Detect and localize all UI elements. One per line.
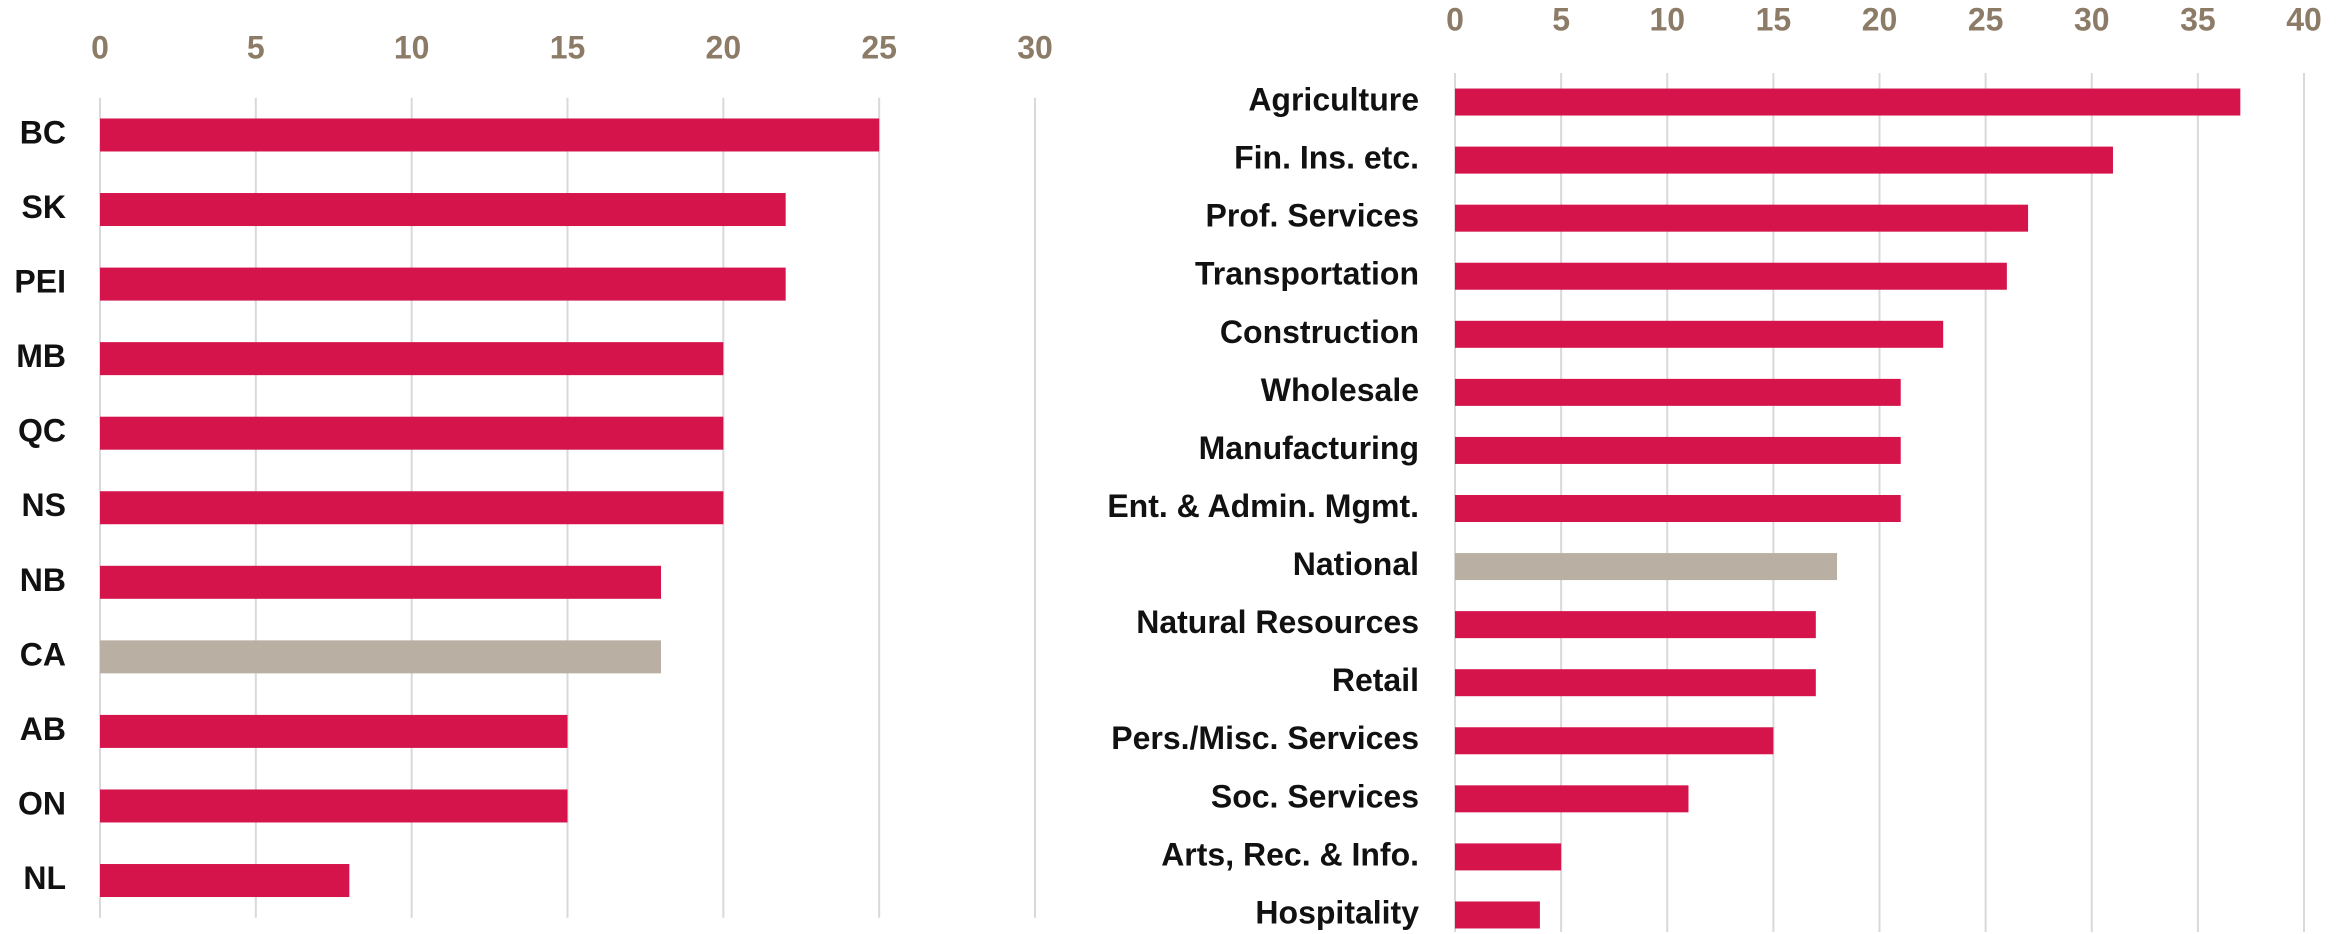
x-tick-label: 35	[2180, 1, 2216, 37]
category-label: Natural Resources	[1136, 604, 1419, 640]
category-label: Ent. & Admin. Mgmt.	[1107, 488, 1419, 524]
bar	[1455, 901, 1540, 929]
category-label: NL	[23, 860, 66, 896]
category-label: Construction	[1220, 314, 1419, 350]
x-tick-label: 10	[394, 29, 430, 65]
bar	[1455, 553, 1838, 581]
bar	[1455, 146, 2113, 174]
x-tick-label: 0	[1446, 1, 1464, 37]
category-label: National	[1293, 546, 1419, 582]
x-tick-label: 5	[247, 29, 265, 65]
bar	[1455, 669, 1816, 697]
bar	[1455, 320, 1944, 348]
category-label: QC	[18, 413, 66, 449]
category-label: MB	[16, 338, 66, 374]
bar	[1455, 727, 1774, 755]
category-label: PEI	[14, 264, 66, 300]
category-label: Prof. Services	[1206, 198, 1419, 234]
bar	[100, 864, 350, 898]
bar	[100, 491, 724, 525]
bar	[1455, 262, 2007, 290]
category-label: Fin. Ins. etc.	[1234, 140, 1419, 176]
bar	[1455, 611, 1816, 639]
x-tick-label: 25	[861, 29, 897, 65]
x-tick-label: 5	[1552, 1, 1570, 37]
x-tick-label: 20	[1862, 1, 1898, 37]
bar	[100, 118, 880, 152]
x-tick-label: 20	[706, 29, 742, 65]
category-label: NS	[22, 487, 66, 523]
bar	[1455, 495, 1901, 522]
category-label: AB	[20, 711, 66, 747]
x-tick-label: 10	[1649, 1, 1685, 37]
x-tick-label: 40	[2286, 1, 2322, 37]
bar	[1455, 88, 2241, 116]
bar	[1455, 204, 2029, 232]
x-tick-label: 25	[1968, 1, 2004, 37]
x-tick-label: 0	[91, 29, 109, 65]
category-label: Soc. Services	[1211, 778, 1419, 814]
bar	[1455, 843, 1562, 871]
bar	[100, 714, 568, 748]
bar	[1455, 785, 1689, 813]
bar	[100, 267, 786, 301]
category-label: Hospitality	[1255, 894, 1419, 930]
category-label: Wholesale	[1261, 372, 1419, 408]
bar	[100, 416, 724, 450]
x-tick-label: 15	[1756, 1, 1792, 37]
category-label: Transportation	[1195, 256, 1419, 292]
x-tick-label: 30	[2074, 1, 2110, 37]
category-label: NB	[20, 562, 66, 598]
bar	[1455, 378, 1901, 406]
category-label: Manufacturing	[1199, 430, 1419, 466]
bar	[100, 640, 661, 674]
category-label: Arts, Rec. & Info.	[1161, 836, 1419, 872]
category-label: SK	[22, 189, 66, 225]
x-tick-label: 15	[550, 29, 586, 65]
category-label: CA	[20, 636, 66, 672]
category-label: Pers./Misc. Services	[1111, 720, 1419, 756]
x-tick-label: 30	[1017, 29, 1053, 65]
bar	[100, 193, 786, 227]
category-label: Retail	[1332, 662, 1419, 698]
category-label: BC	[20, 114, 66, 150]
bar	[100, 342, 724, 376]
bar	[100, 789, 568, 823]
bar	[1455, 436, 1901, 464]
bar	[100, 565, 661, 599]
category-label: Agriculture	[1248, 81, 1419, 117]
category-label: ON	[18, 785, 66, 821]
